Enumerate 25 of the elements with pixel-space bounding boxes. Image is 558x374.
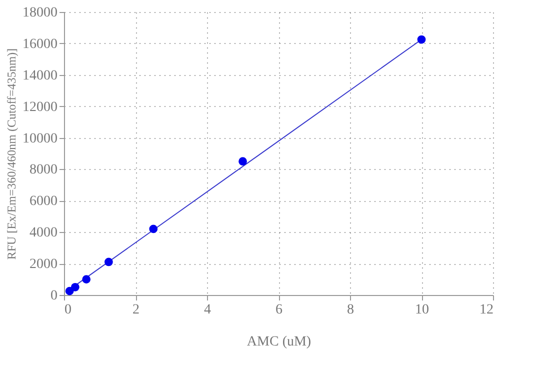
point [417,35,426,44]
y-tick-label: 14000 [22,68,58,84]
x-axis-title: AMC (uM) [246,334,312,350]
point [82,275,91,284]
y-tick-label: 0 [50,288,58,304]
x-tick-label: 0 [64,302,72,318]
x-tick-label: 10 [415,302,429,318]
y-tick-label: 18000 [22,6,58,20]
point [70,282,80,292]
x-tick-label: 2 [132,302,140,318]
y-tick-label: 2000 [30,257,58,272]
y-tick-label: 12000 [22,100,58,115]
x-tick-label: 4 [204,302,211,318]
x-tick-label: 8 [347,302,354,318]
y-tick-label: 8000 [30,162,58,178]
y-tick-label: 6000 [30,194,58,210]
y-tick-label: 16000 [22,36,58,52]
y-tick-label: 4000 [30,226,58,241]
point [238,157,247,166]
x-tick-label: 6 [276,302,282,318]
x-tick-label: 12 [480,302,494,318]
y-tick-label: 10000 [22,131,58,146]
point [149,224,158,234]
point [104,258,113,266]
y-axis-title: RFU [Ex/Em=360/460nm (Cutoff=435nm)] [4,48,18,260]
